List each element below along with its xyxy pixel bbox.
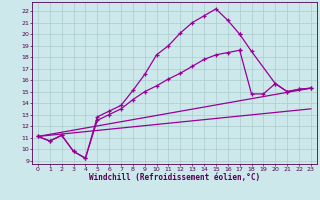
X-axis label: Windchill (Refroidissement éolien,°C): Windchill (Refroidissement éolien,°C) <box>89 173 260 182</box>
